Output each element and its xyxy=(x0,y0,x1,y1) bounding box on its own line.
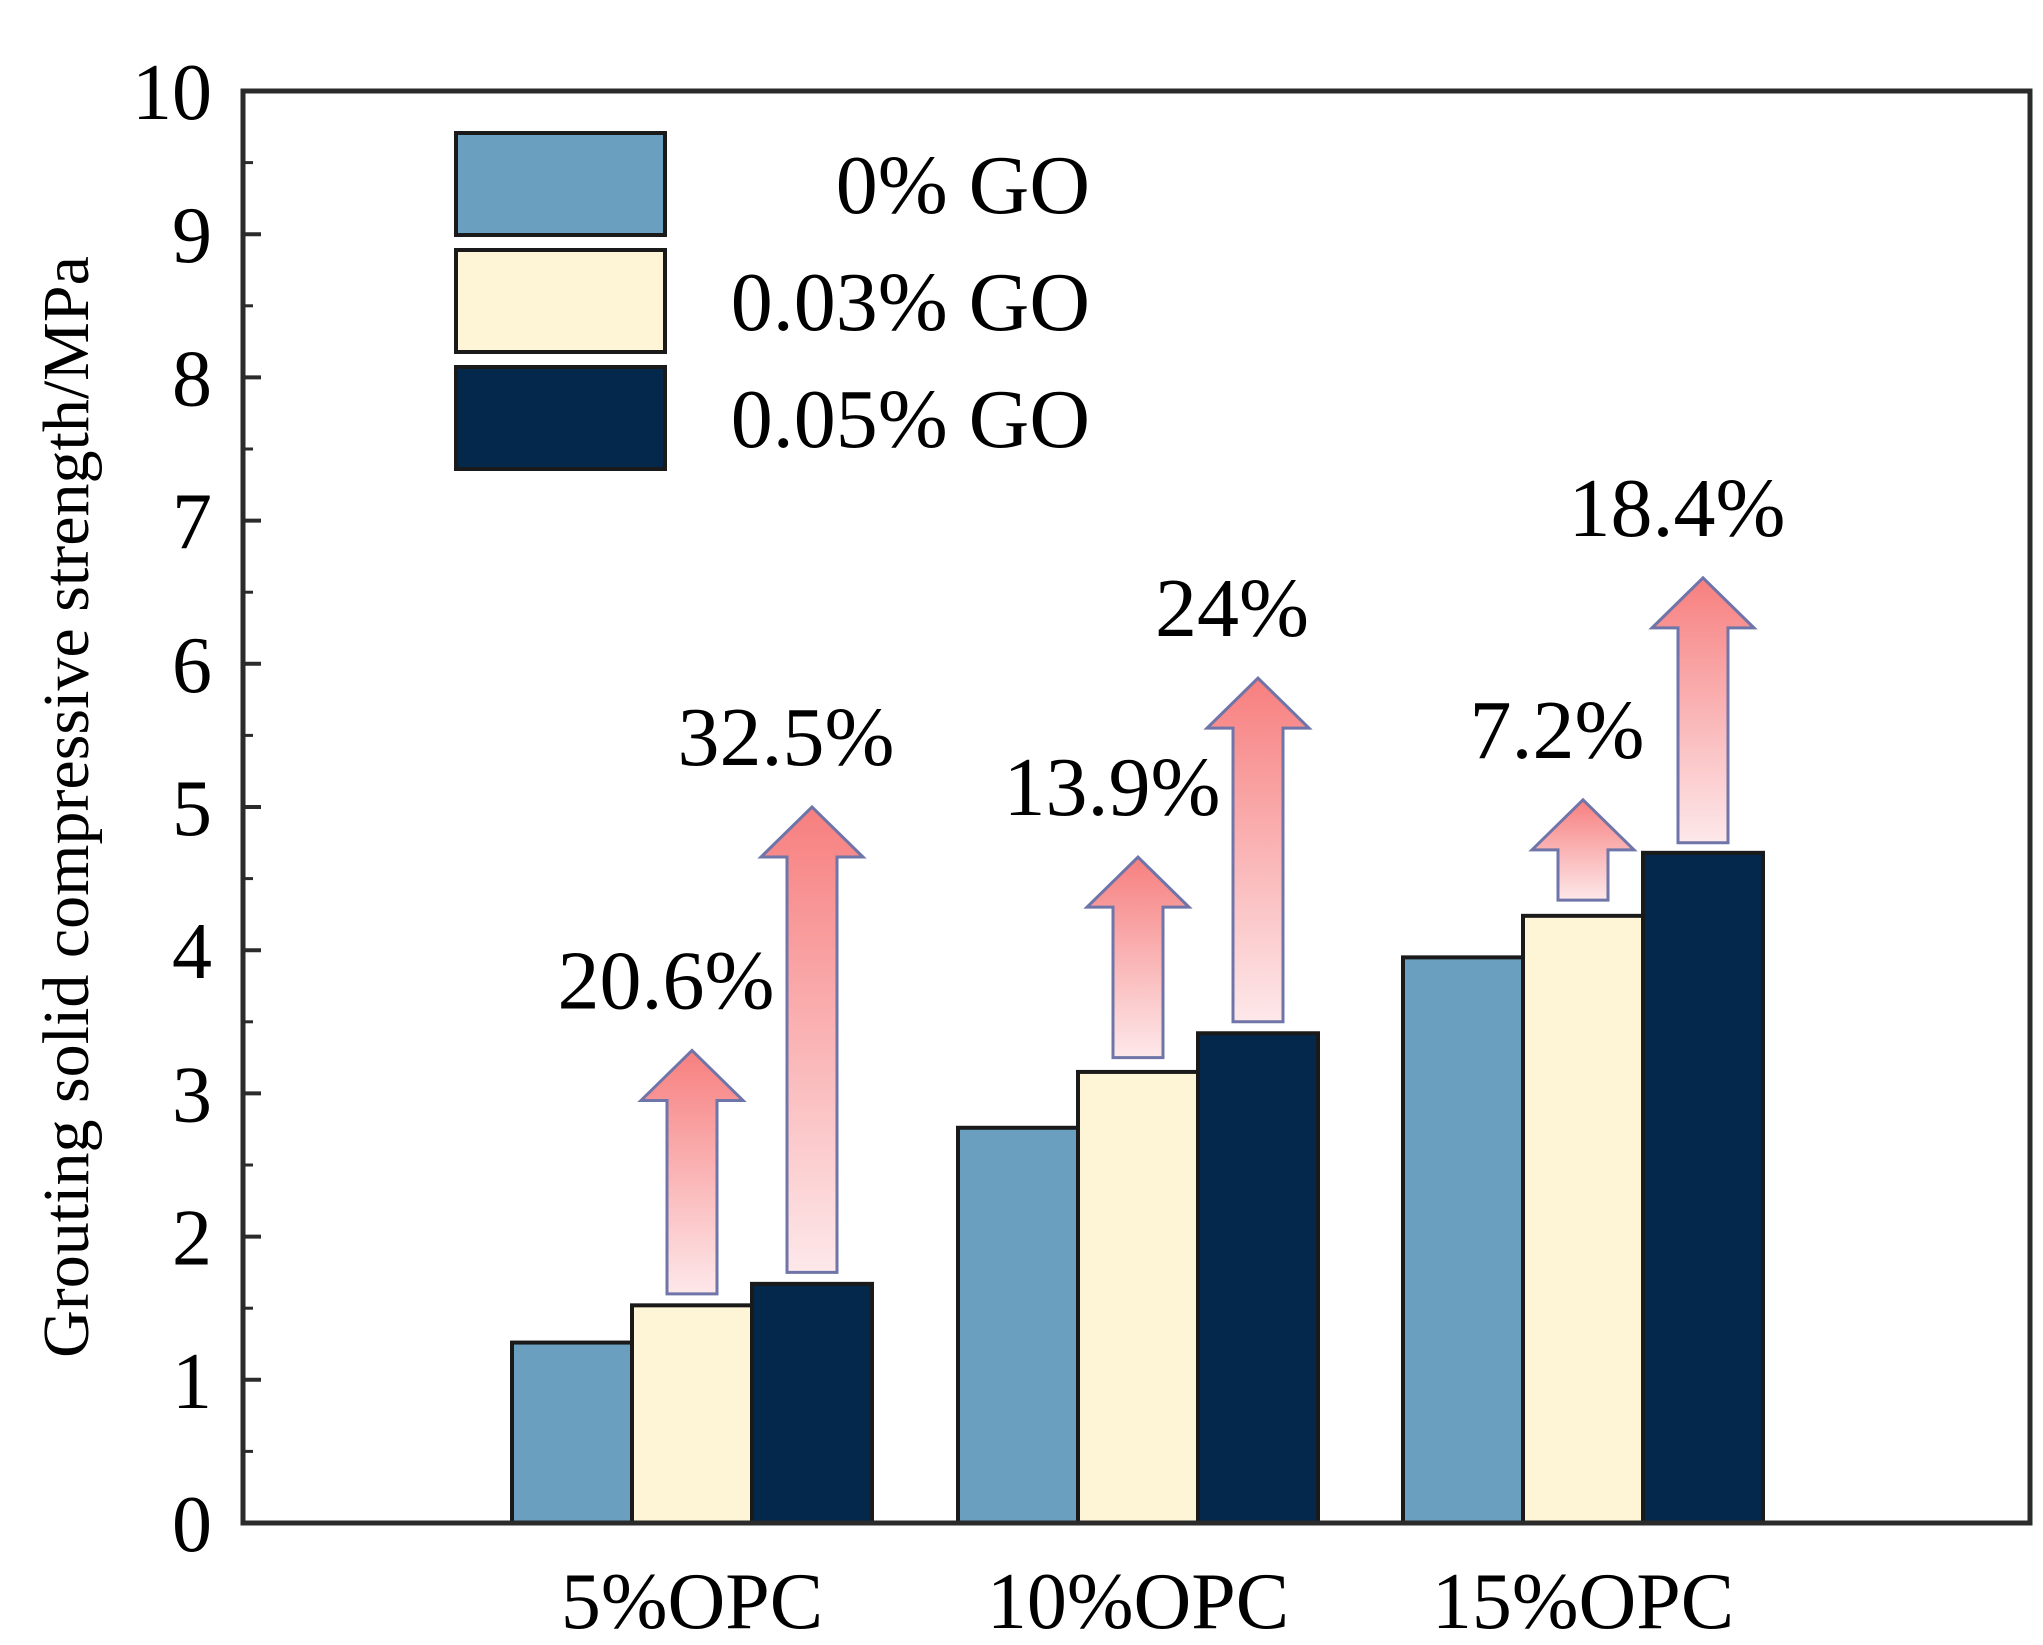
y-tick-label: 1 xyxy=(172,1338,212,1426)
bar xyxy=(1196,1031,1320,1525)
legend-label: 0.03% GO xyxy=(731,256,1090,349)
increase-arrow xyxy=(1648,575,1758,845)
legend-label: 0.05% GO xyxy=(731,373,1090,466)
legend-swatch xyxy=(454,131,667,237)
y-axis-label: Grouting solid compressive strength/MPa xyxy=(30,256,103,1358)
x-tick-label: 10%OPC xyxy=(987,1558,1289,1640)
bar xyxy=(750,1281,874,1525)
y-tick-label: 8 xyxy=(172,335,212,423)
increase-arrow xyxy=(1203,676,1313,1024)
y-tick-label: 3 xyxy=(172,1051,212,1139)
legend-label: 0% GO xyxy=(836,139,1090,232)
y-tick-label: 0 xyxy=(172,1481,212,1569)
legend-swatch xyxy=(454,248,667,354)
y-tick-label: 10 xyxy=(132,49,212,137)
increase-label: 7.2% xyxy=(1470,684,1645,777)
y-tick-label: 2 xyxy=(172,1195,212,1283)
x-tick-label: 15%OPC xyxy=(1432,1558,1734,1640)
increase-label: 20.6% xyxy=(558,934,775,1027)
bar xyxy=(1641,850,1765,1525)
bar xyxy=(510,1340,634,1525)
increase-label: 24% xyxy=(1155,562,1309,655)
increase-arrow xyxy=(1528,797,1638,902)
y-tick-label: 7 xyxy=(172,479,212,567)
legend: 0% GO 0.03% GO 0.05% GO xyxy=(454,131,1090,471)
increase-arrow xyxy=(637,1048,747,1296)
increase-label: 18.4% xyxy=(1569,462,1786,555)
bar xyxy=(630,1303,754,1526)
increase-label: 13.9% xyxy=(1004,741,1221,834)
bar xyxy=(1401,955,1525,1525)
bar xyxy=(1521,913,1645,1525)
increase-arrow xyxy=(757,804,867,1274)
increase-label: 32.5% xyxy=(678,691,895,784)
y-tick-label: 6 xyxy=(172,622,212,710)
y-tick-label: 5 xyxy=(172,765,212,853)
x-tick-label: 5%OPC xyxy=(561,1558,823,1640)
y-tick-label: 4 xyxy=(172,908,212,996)
legend-swatch xyxy=(454,365,667,471)
increase-arrow xyxy=(1083,855,1193,1060)
bar xyxy=(956,1125,1080,1525)
bar xyxy=(1076,1069,1200,1526)
y-tick-label: 9 xyxy=(172,192,212,280)
